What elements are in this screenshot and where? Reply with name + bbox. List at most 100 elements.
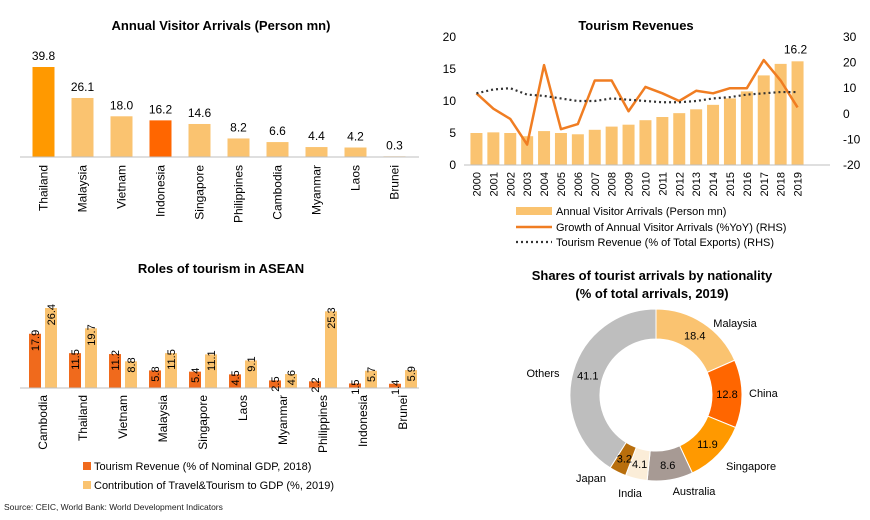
donut-category-label: Malaysia — [713, 318, 757, 330]
visitor-arrivals-bar — [791, 61, 804, 165]
roles-category-label: Malaysia — [156, 395, 170, 443]
right-axis-tick-label: 10 — [843, 81, 857, 95]
roles-bar — [29, 333, 41, 388]
year-tick-label: 2010 — [640, 172, 652, 196]
donut-value-label: 4.1 — [632, 459, 647, 471]
legend-swatch-revenue-gdp — [83, 462, 91, 470]
visitor-arrivals-category-label: Singapore — [193, 165, 207, 220]
left-axis-tick-label: 0 — [449, 158, 456, 172]
roles-value-label: 11.1 — [206, 350, 218, 371]
year-tick-label: 2015 — [725, 172, 737, 196]
roles-bar — [309, 381, 321, 388]
roles-of-tourism-title: Roles of tourism in ASEAN — [138, 261, 304, 276]
roles-value-label: 2.2 — [310, 377, 322, 392]
visitor-arrivals-value-label: 18.0 — [110, 98, 134, 112]
visitor-arrivals-value-label: 14.6 — [188, 106, 212, 120]
roles-value-label: 5.8 — [150, 366, 162, 381]
visitor-arrivals-bar — [774, 63, 787, 165]
visitor-arrivals-value-label: 4.4 — [308, 129, 325, 143]
roles-category-label: Indonesia — [356, 395, 370, 447]
year-tick-label: 2009 — [624, 172, 636, 196]
roles-category-label: Singapore — [196, 395, 210, 450]
visitor-arrivals-value-label: 8.2 — [230, 120, 247, 134]
visitor-arrivals-category-label: Myanmar — [310, 165, 324, 215]
year-tick-label: 2003 — [522, 172, 534, 196]
roles-value-label: 26.4 — [46, 304, 58, 325]
year-tick-label: 2011 — [657, 172, 669, 196]
donut-category-label: Singapore — [726, 461, 776, 473]
year-tick-label: 2000 — [471, 172, 483, 196]
year-tick-label: 2016 — [742, 172, 754, 196]
revenue-share-line — [476, 87, 798, 104]
visitor-arrivals-category-label: Brunei — [388, 165, 402, 200]
visitor-arrivals-bar — [227, 138, 250, 157]
source-note: Source: CEIC, World Bank: World Developm… — [4, 502, 223, 512]
visitor-arrivals-bar — [723, 98, 736, 165]
legend-label-arrivals: Annual Visitor Arrivals (Person mn) — [556, 206, 726, 218]
visitor-arrivals-value-label: 39.8 — [32, 49, 56, 63]
last-bar-value-label: 16.2 — [784, 42, 808, 56]
roles-category-label: Laos — [236, 395, 250, 421]
roles-bar — [325, 311, 337, 388]
donut-category-label: India — [618, 488, 643, 500]
visitor-arrivals-bar — [740, 91, 753, 165]
roles-bar — [109, 354, 121, 388]
roles-value-label: 1.4 — [390, 380, 402, 395]
right-axis-tick-label: -10 — [843, 132, 861, 146]
roles-value-label: 11.2 — [110, 350, 122, 371]
roles-value-label: 2.5 — [270, 376, 282, 391]
visitor-arrivals-bar — [305, 147, 328, 157]
roles-value-label: 8.8 — [126, 357, 138, 372]
roles-value-label: 4.5 — [230, 370, 242, 385]
visitor-arrivals-bar — [470, 133, 483, 165]
visitor-arrivals-category-label: Cambodia — [271, 165, 285, 220]
roles-value-label: 11.5 — [70, 349, 82, 370]
roles-bar — [229, 374, 241, 388]
roles-bar — [165, 353, 177, 388]
roles-value-label: 5.7 — [366, 367, 378, 382]
visitor-arrivals-bar — [149, 120, 172, 157]
roles-bar — [125, 361, 137, 388]
visitor-arrivals-category-label: Laos — [349, 165, 363, 191]
left-axis-tick-label: 15 — [443, 62, 457, 76]
legend-label-revenue: Tourism Revenue (% of Total Exports) (RH… — [556, 237, 774, 249]
left-axis-tick-label: 20 — [443, 30, 457, 44]
year-tick-label: 2018 — [776, 172, 788, 196]
visitor-arrivals-category-label: Malaysia — [76, 165, 90, 213]
roles-bar — [365, 370, 377, 388]
visitor-arrivals-chart: Annual Visitor Arrivals (Person mn) 39.8… — [20, 18, 419, 223]
visitor-arrivals-bar — [622, 124, 635, 165]
roles-value-label: 25.3 — [326, 307, 338, 328]
roles-value-label: 19.7 — [86, 324, 98, 345]
visitor-arrivals-category-label: Philippines — [232, 165, 246, 223]
roles-category-label: Philippines — [316, 395, 330, 453]
year-tick-label: 2013 — [691, 172, 703, 196]
roles-category-label: Thailand — [76, 395, 90, 441]
visitor-arrivals-bar — [32, 67, 55, 157]
roles-value-label: 17.9 — [30, 330, 42, 351]
legend-label-travel-gdp: Contribution of Travel&Tourism to GDP (%… — [94, 480, 334, 492]
roles-bar — [205, 354, 217, 388]
visitor-arrivals-bar — [690, 109, 703, 165]
visitor-arrivals-bar — [71, 97, 94, 157]
donut-value-label: 3.2 — [617, 454, 632, 466]
year-tick-label: 2006 — [573, 172, 585, 196]
roles-bar — [45, 308, 57, 388]
donut-value-label: 41.1 — [577, 370, 598, 382]
visitor-arrivals-value-label: 0.3 — [386, 138, 403, 152]
visitor-arrivals-bar — [571, 134, 584, 165]
growth-line — [475, 58, 799, 146]
year-tick-label: 2017 — [759, 172, 771, 196]
right-axis-tick-label: 20 — [843, 56, 857, 70]
legend-label-growth: Growth of Annual Visitor Arrivals (%YoY)… — [556, 222, 786, 234]
roles-value-label: 5.4 — [190, 368, 202, 383]
visitor-arrivals-value-label: 26.1 — [71, 80, 95, 94]
visitor-arrivals-bar — [110, 116, 133, 157]
visitor-arrivals-bar — [487, 132, 500, 165]
donut-category-label: China — [749, 388, 779, 400]
tourism-revenues-title: Tourism Revenues — [578, 18, 693, 33]
roles-of-tourism-chart: Roles of tourism in ASEAN 17.9 26.4 Cambod… — [20, 261, 419, 492]
tourism-revenues-legend: Annual Visitor Arrivals (Person mn) Grow… — [516, 206, 786, 249]
left-axis-tick-label: 5 — [449, 126, 456, 140]
right-axis-tick-label: 0 — [843, 107, 850, 121]
